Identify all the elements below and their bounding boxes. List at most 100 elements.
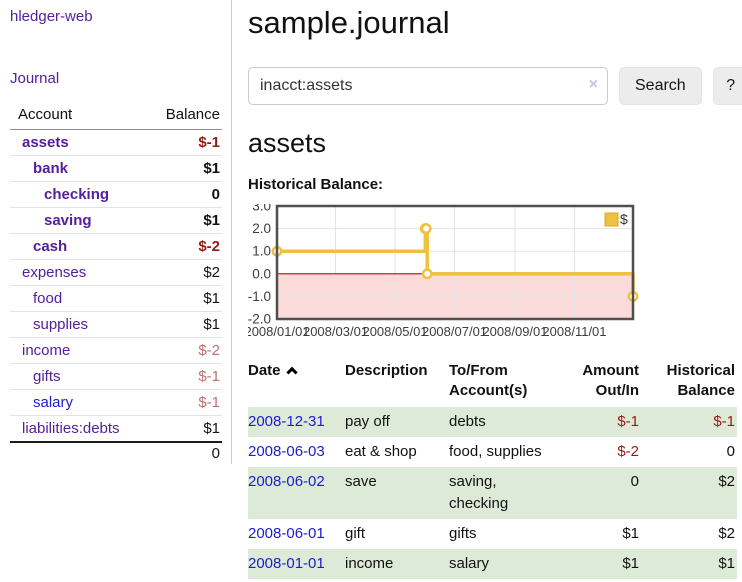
balance-chart-svg: $3.0 2.0 1.0 0.0 -1.0 -2.02008/01/012008/03/0…	[244, 199, 639, 339]
y-tick-label: 0.0	[252, 266, 271, 281]
txn-date-link[interactable]: 2008-06-02	[248, 473, 325, 490]
account-heading: assets	[248, 128, 327, 158]
account-balance: $-2	[144, 337, 222, 364]
account-link[interactable]: liabilities:debts	[22, 420, 120, 437]
txn-description: save	[345, 473, 377, 490]
txn-col-header[interactable]: Date	[248, 359, 345, 407]
help-button[interactable]: ?	[712, 67, 742, 105]
search-box: ×	[248, 67, 608, 105]
search-button[interactable]: Search	[619, 67, 702, 105]
clear-search-icon[interactable]: ×	[588, 76, 598, 93]
account-link[interactable]: cash	[33, 238, 68, 255]
x-tick-label: 2008/03/01	[303, 324, 368, 339]
x-tick-label: 2008/09/01	[482, 324, 547, 339]
transaction-row: 2008-06-02 save saving, checking 0 $2	[248, 467, 737, 519]
txn-accounts: gifts	[449, 525, 477, 542]
account-link[interactable]: supplies	[33, 316, 89, 333]
txn-date-cell: 2008-06-02	[248, 467, 345, 519]
txn-balance: $2	[718, 525, 735, 542]
sidebar-item-journal[interactable]: Journal	[10, 70, 60, 87]
y-tick-label: 2.0	[252, 221, 271, 236]
account-link[interactable]: checking	[44, 186, 110, 203]
account-link[interactable]: assets	[22, 134, 69, 151]
txn-amount: $-2	[617, 443, 639, 460]
txn-col-header: Historical Balance	[666, 362, 735, 399]
account-row: food $1	[10, 285, 222, 312]
transaction-row: 2008-06-03 eat & shop food, supplies $-2 0	[248, 437, 737, 467]
txn-col-header: Description	[345, 362, 428, 379]
account-balance: $1	[144, 155, 222, 182]
y-tick-label: -1.0	[248, 289, 271, 304]
y-tick-label: 1.0	[252, 244, 271, 259]
transactions-header-row: Date Description To/From Account(s) Amount …	[248, 359, 737, 407]
txn-date-cell: 2008-06-01	[248, 519, 345, 549]
account-row: bank $1	[10, 155, 222, 182]
txn-description: income	[345, 555, 394, 572]
txn-balance: $2	[718, 473, 735, 490]
accounts-total-spacer	[10, 441, 145, 464]
x-tick-label: 2008/11/01	[542, 324, 606, 339]
txn-date-link[interactable]: 2008-01-01	[248, 555, 325, 572]
account-link[interactable]: income	[22, 342, 71, 359]
account-balance: $1	[144, 311, 222, 338]
sidebar: hledger-web Journal Account Balance asse…	[0, 0, 232, 464]
account-balance: $1	[203, 420, 220, 437]
account-link[interactable]: food	[33, 290, 63, 307]
txn-amount: $1	[622, 555, 639, 572]
accounts-header-account: Account	[10, 104, 145, 130]
txn-balance: $1	[718, 555, 735, 572]
sort-asc-icon	[285, 366, 298, 379]
account-row: salary $-1	[10, 389, 222, 416]
account-balance: $-1	[144, 389, 222, 416]
account-balance: $-2	[144, 233, 222, 260]
chart-legend: $	[604, 211, 628, 227]
txn-balance: $-1	[713, 413, 735, 430]
account-row: supplies $1	[10, 311, 222, 338]
accounts-total-row: 0	[10, 441, 222, 464]
txn-date-link[interactable]: 2008-06-01	[248, 525, 325, 542]
account-link[interactable]: saving	[44, 212, 92, 229]
chart-data-point[interactable]	[421, 268, 433, 280]
txn-balance: 0	[726, 443, 735, 460]
account-row: liabilities:debts $1	[10, 416, 222, 443]
txn-date-link[interactable]: 2008-06-03	[248, 443, 325, 460]
transactions-table: Date Description To/From Account(s) Amount …	[248, 359, 737, 579]
txn-col-header: To/From Account(s)	[449, 362, 528, 399]
txn-description: gift	[345, 525, 366, 542]
search-input[interactable]	[248, 67, 608, 105]
account-link[interactable]: gifts	[33, 368, 61, 385]
chart-border	[275, 204, 635, 321]
account-link[interactable]: bank	[33, 160, 69, 177]
txn-col-header: Amount Out/In	[582, 362, 639, 399]
account-link[interactable]: salary	[33, 394, 74, 411]
account-row: gifts $-1	[10, 363, 222, 390]
x-tick-label: 2008/01/01	[248, 324, 310, 339]
brand-link[interactable]: hledger-web	[10, 8, 93, 25]
account-balance: $-1	[144, 363, 222, 390]
transaction-row: 2008-06-01 gift gifts $1 $2	[248, 519, 737, 549]
x-tick-label: 2008/05/01	[362, 324, 427, 339]
txn-accounts: food, supplies	[449, 443, 542, 460]
account-row: expenses $2	[10, 259, 222, 286]
account-row: saving $1	[10, 207, 222, 234]
transaction-row: 2008-12-31 pay off debts $-1 $-1	[248, 407, 737, 437]
y-tick-label: -2.0	[248, 312, 271, 327]
accounts-header-row: Account Balance	[10, 104, 222, 130]
account-row: cash $-2	[10, 233, 222, 260]
txn-accounts: debts	[449, 413, 486, 430]
chart-data-point[interactable]	[420, 223, 432, 235]
txn-accounts: salary	[449, 555, 490, 572]
account-row: assets $-1	[10, 129, 222, 156]
txn-amount: $-1	[617, 413, 639, 430]
y-tick-label: 3.0	[252, 204, 271, 214]
accounts-header-balance: Balance	[144, 104, 222, 130]
account-balance: $-1	[144, 129, 222, 156]
account-link[interactable]: expenses	[22, 264, 87, 281]
x-tick-label: 2008/07/01	[422, 324, 487, 339]
balance-chart[interactable]: $3.0 2.0 1.0 0.0 -1.0 -2.0 2008/01/01 2008/03/0…	[244, 199, 668, 346]
page-title: sample.journal	[248, 5, 450, 40]
txn-date-cell: 2008-12-31	[248, 407, 345, 437]
txn-date-link[interactable]: 2008-12-31	[248, 413, 325, 430]
txn-amount: $1	[622, 525, 639, 542]
